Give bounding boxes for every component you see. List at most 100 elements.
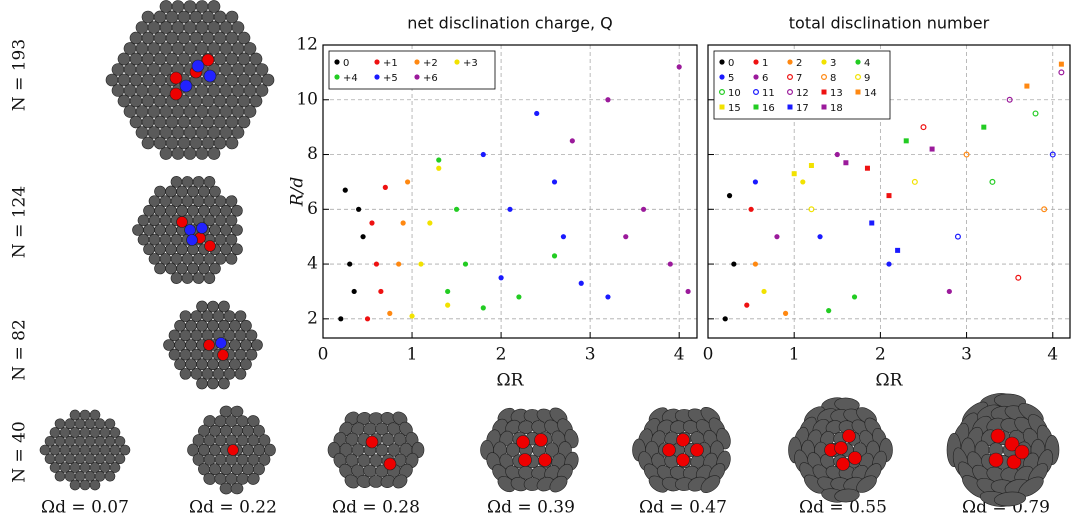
- particle: [49, 444, 61, 456]
- x-axis-label: ΩR: [497, 371, 525, 391]
- particle: [69, 479, 81, 491]
- defect-red: [848, 451, 862, 465]
- particle: [245, 329, 258, 342]
- particle: [225, 115, 239, 129]
- point: [453, 206, 460, 212]
- particle: [79, 427, 91, 438]
- point: [864, 165, 870, 171]
- particle: [242, 444, 254, 456]
- particle: [255, 63, 269, 76]
- defect-red: [676, 453, 690, 467]
- particle: [109, 444, 121, 456]
- particle: [203, 272, 216, 284]
- particle: [147, 105, 161, 118]
- particle: [147, 42, 161, 55]
- legend-marker: [854, 73, 861, 80]
- row-label: N = 193: [10, 39, 30, 111]
- row-label: N = 40: [10, 421, 30, 483]
- particle: [183, 0, 197, 13]
- defect-blue: [186, 234, 198, 246]
- particle: [89, 479, 101, 491]
- legend-label: 9: [864, 73, 870, 84]
- legend-marker: [752, 88, 759, 95]
- particle: [236, 453, 249, 466]
- particle: [234, 310, 247, 322]
- particle: [104, 418, 116, 430]
- column-label: Ωd = 0.39: [487, 498, 575, 518]
- particle: [225, 73, 239, 87]
- particle: [219, 105, 233, 118]
- particle: [220, 224, 232, 236]
- legend-label: 8: [830, 73, 836, 84]
- point: [445, 288, 451, 295]
- point: [774, 234, 780, 240]
- particle: [179, 310, 192, 322]
- legend-label: 3: [830, 58, 836, 69]
- particle: [79, 462, 91, 473]
- legend-label: 16: [762, 103, 775, 114]
- particle: [251, 339, 263, 351]
- particle: [223, 368, 236, 380]
- point: [418, 261, 424, 267]
- point: [791, 171, 797, 177]
- legend-box: [713, 50, 891, 120]
- particle: [219, 84, 233, 97]
- point: [843, 160, 849, 166]
- particle: [201, 10, 215, 24]
- point: [404, 179, 411, 185]
- defect-red: [383, 457, 397, 471]
- point: [748, 206, 754, 212]
- defect-red: [988, 452, 1004, 468]
- point: [427, 220, 433, 226]
- particle: [163, 339, 175, 351]
- legend-label: 5: [728, 73, 734, 84]
- legend-label: +4: [343, 73, 358, 84]
- legend-label: 0: [343, 58, 349, 69]
- point: [400, 220, 406, 226]
- x-tick-label: 4: [674, 345, 685, 365]
- defect-red: [662, 443, 676, 457]
- particle: [207, 377, 219, 390]
- point: [1041, 206, 1048, 213]
- particle: [183, 42, 197, 55]
- particle: [236, 434, 249, 447]
- legend-marker: [334, 74, 340, 80]
- particle: [105, 73, 119, 87]
- particle-clusters: [39, 0, 1063, 507]
- column-label: Ωd = 0.22: [189, 498, 277, 518]
- column-label: Ωd = 0.79: [962, 498, 1050, 518]
- y-tick-label: 12: [296, 35, 318, 55]
- particle: [231, 224, 243, 236]
- point: [342, 187, 348, 193]
- legend-marker: [414, 74, 420, 80]
- point: [954, 233, 961, 240]
- defect-red: [690, 443, 704, 457]
- particle: [207, 300, 219, 313]
- point: [903, 138, 909, 144]
- particle: [129, 73, 143, 87]
- legend-label: 1: [762, 58, 768, 69]
- particle: [213, 136, 227, 150]
- particle: [369, 454, 383, 467]
- legend-label: 2: [796, 58, 802, 69]
- particle: [117, 94, 131, 108]
- x-tick-label: 0: [318, 345, 329, 365]
- point: [551, 253, 558, 259]
- point: [480, 305, 486, 311]
- point: [360, 234, 366, 240]
- column-label: Ωd = 0.55: [799, 498, 887, 518]
- particle: [64, 470, 76, 482]
- particle: [132, 224, 144, 236]
- particle: [135, 126, 149, 139]
- particle: [225, 253, 238, 265]
- point: [436, 157, 442, 163]
- point: [886, 261, 892, 267]
- defect-red: [169, 87, 183, 101]
- particle: [207, 0, 221, 13]
- particle: [392, 474, 408, 489]
- point: [1006, 96, 1013, 103]
- point: [911, 178, 918, 185]
- particle: [230, 482, 244, 495]
- point: [989, 178, 996, 185]
- legend-marker: [753, 74, 759, 80]
